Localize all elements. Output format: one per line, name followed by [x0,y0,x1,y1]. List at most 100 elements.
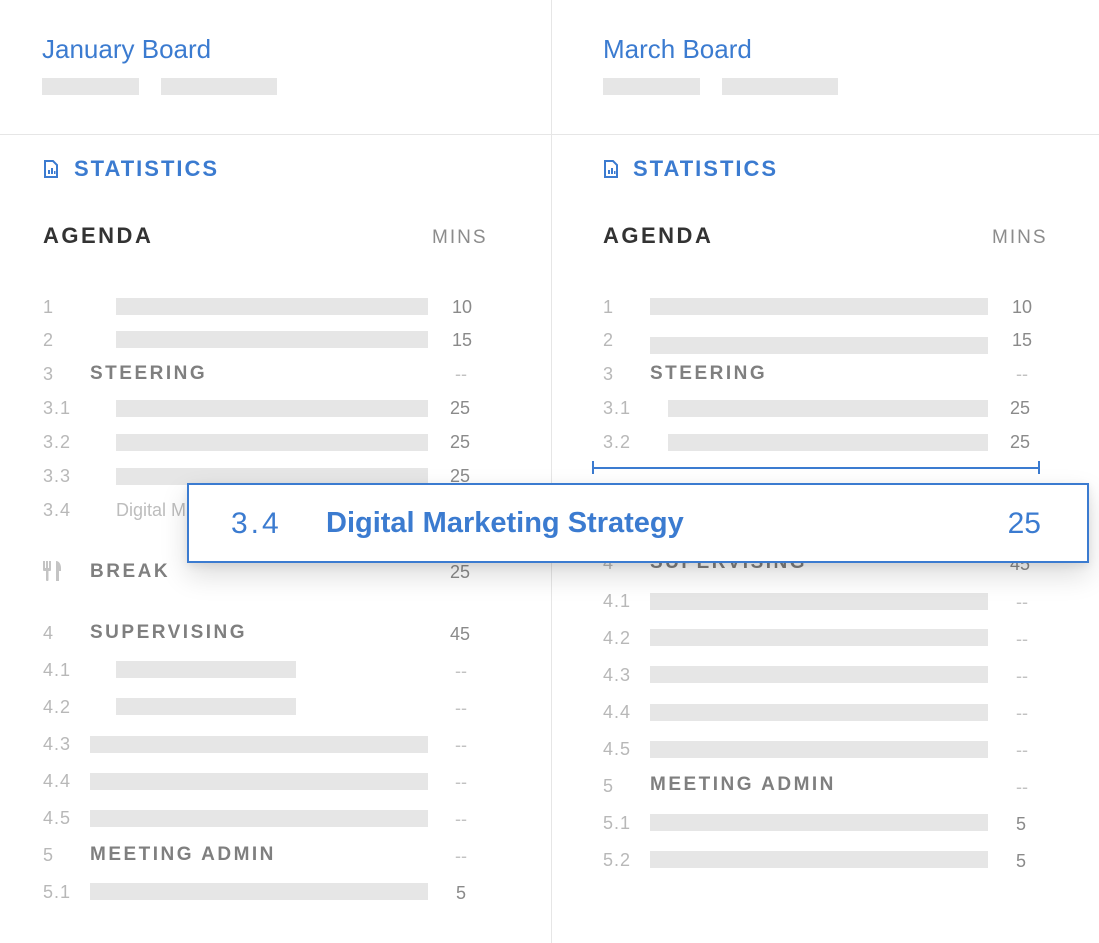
item-minutes: -- [1016,703,1028,723]
item-minutes: -- [1016,666,1028,686]
drop-indicator [592,467,1040,469]
mins-heading: MINS [432,227,488,248]
item-number: 4 [43,623,55,643]
statistics-link[interactable]: STATISTICS [74,156,220,181]
item-minutes: 15 [1012,330,1033,350]
section-label[interactable]: MEETING ADMIN [650,774,836,795]
item-title-placeholder[interactable] [90,883,428,900]
item-title-placeholder[interactable] [650,814,988,831]
dragged-item-minutes: 25 [1007,507,1041,540]
item-minutes: -- [455,735,467,755]
item-number: 4.5 [43,808,72,828]
item-number: 2 [43,330,55,350]
item-minutes: 25 [450,432,471,452]
header-divider [0,134,1099,135]
item-number: 3.3 [43,466,72,486]
board-meta-placeholder [161,78,277,95]
item-number: 1 [43,297,55,317]
statistics-link[interactable]: STATISTICS [633,156,779,181]
item-minutes: -- [455,846,467,866]
item-title-placeholder[interactable] [116,331,428,348]
drop-indicator-right-cap [1038,461,1040,474]
section-label[interactable]: BREAK [90,561,171,582]
item-number: 5.2 [603,850,632,870]
item-minutes: 25 [450,398,471,418]
utensils-icon [42,560,64,587]
item-number: 2 [603,330,615,350]
item-title-placeholder[interactable] [90,773,428,790]
agenda-heading: AGENDA [603,223,714,248]
item-minutes: -- [455,364,467,384]
board-meta-placeholder [42,78,139,95]
item-number: 4.4 [603,702,632,722]
item-title-placeholder[interactable] [116,661,296,678]
dragged-agenda-item[interactable]: 3.4 Digital Marketing Strategy 25 [187,483,1089,563]
item-number: 5 [603,776,615,796]
item-number: 5.1 [603,813,632,833]
column-divider [551,0,552,943]
item-minutes: 25 [1010,432,1031,452]
item-title-placeholder[interactable] [668,434,988,451]
item-title-placeholder[interactable] [650,337,988,354]
item-minutes: -- [1016,740,1028,760]
item-number: 4.2 [43,697,72,717]
item-minutes: 25 [450,562,471,582]
item-minutes: 25 [1010,398,1031,418]
item-title-placeholder[interactable] [116,468,428,485]
item-minutes: -- [1016,364,1028,384]
drop-indicator-left-cap [592,461,594,474]
item-minutes: 10 [1012,297,1033,317]
statistics-icon [603,160,619,183]
item-number: 5 [43,845,55,865]
item-number: 3.1 [603,398,632,418]
section-label[interactable]: STEERING [650,363,768,384]
item-title-placeholder[interactable] [650,593,988,610]
item-minutes: -- [455,661,467,681]
item-number: 4.2 [603,628,632,648]
board-title[interactable]: January Board [42,34,212,64]
dragged-item-number: 3.4 [231,507,282,540]
item-number: 3.1 [43,398,72,418]
item-minutes: 45 [450,624,471,644]
item-title-ghost: Digital M [116,500,187,520]
item-title-placeholder[interactable] [668,400,988,417]
item-title-placeholder[interactable] [650,851,988,868]
item-minutes: -- [1016,629,1028,649]
item-title-placeholder[interactable] [116,434,428,451]
item-minutes: -- [455,809,467,829]
item-number: 3.2 [603,432,632,452]
item-minutes: -- [455,698,467,718]
item-title-placeholder[interactable] [650,629,988,646]
item-title-placeholder[interactable] [650,298,988,315]
item-minutes: 5 [456,883,467,903]
item-title-placeholder[interactable] [116,298,428,315]
item-title-placeholder[interactable] [650,704,988,721]
item-minutes: -- [455,772,467,792]
item-number: 3 [603,364,615,384]
item-title-placeholder[interactable] [90,736,428,753]
board-meta-placeholder [603,78,700,95]
item-number: 4.1 [603,591,632,611]
statistics-icon [43,160,59,183]
item-number: 4.5 [603,739,632,759]
item-title-placeholder[interactable] [650,666,988,683]
item-minutes: -- [1016,592,1028,612]
item-number: 4.3 [43,734,72,754]
item-title-placeholder[interactable] [650,741,988,758]
board-title[interactable]: March Board [603,34,752,64]
dragged-item-title: Digital Marketing Strategy [326,507,684,539]
section-label[interactable]: STEERING [90,363,208,384]
item-title-placeholder[interactable] [90,810,428,827]
section-label[interactable]: SUPERVISING [90,622,248,643]
section-label[interactable]: MEETING ADMIN [90,844,276,865]
item-minutes: 5 [1016,814,1027,834]
item-minutes: 5 [1016,851,1027,871]
item-minutes: 25 [450,466,471,486]
item-number: 3 [43,364,55,384]
item-number: 5.1 [43,882,72,902]
item-number: 3.2 [43,432,72,452]
item-title-placeholder[interactable] [116,400,428,417]
item-title-placeholder[interactable] [116,698,296,715]
item-minutes: 15 [452,330,473,350]
item-number: 4.4 [43,771,72,791]
